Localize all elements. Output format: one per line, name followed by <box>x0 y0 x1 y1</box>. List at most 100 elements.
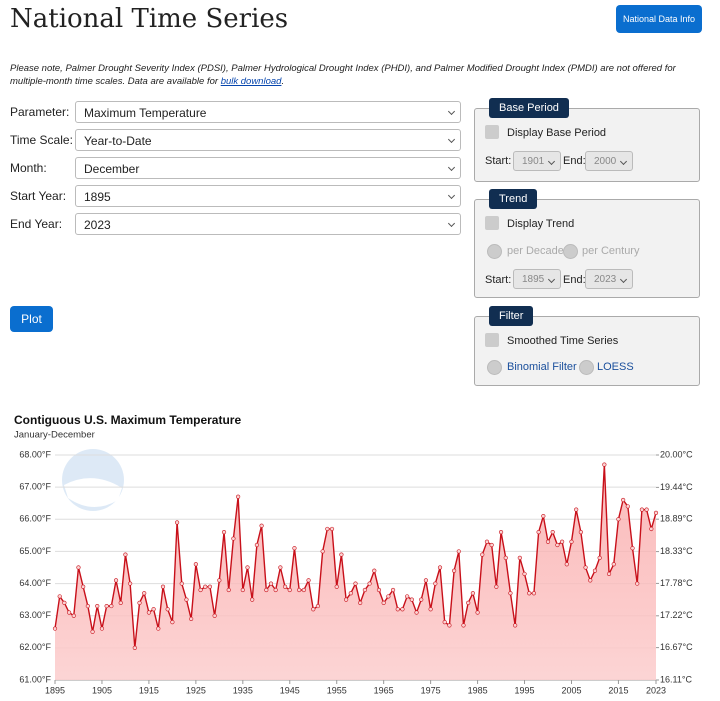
trend-box: Trend Display Trend per Decade per Centu… <box>474 189 700 298</box>
point <box>189 616 194 622</box>
chart-title: Contiguous U.S. Maximum Temperature <box>14 413 241 427</box>
checkbox-label: Smoothed Time Series <box>507 335 619 347</box>
point <box>611 562 616 567</box>
point <box>268 581 274 586</box>
y-tick-label: 66.00°F <box>19 514 51 524</box>
point <box>395 607 400 612</box>
y-tick-label: 68.00°F <box>19 449 51 459</box>
y-tick-label: 67.00°F <box>19 482 51 492</box>
point <box>348 591 353 596</box>
y2-tick-label: 16.67°C <box>660 642 693 652</box>
point <box>85 603 90 609</box>
field-label: End Year: <box>10 217 63 231</box>
radio[interactable] <box>579 360 594 375</box>
checkbox[interactable] <box>485 333 499 347</box>
point <box>156 626 161 631</box>
legend: Filter <box>489 306 534 326</box>
field-label: Start Year: <box>10 189 67 203</box>
point <box>428 607 433 612</box>
point <box>95 603 100 609</box>
point <box>66 610 72 615</box>
point <box>245 565 250 570</box>
note: Please note, Palmer Drought Severity Ind… <box>10 62 700 88</box>
x-tick-label: 1955 <box>327 685 347 695</box>
point <box>132 645 137 650</box>
start-select[interactable]: 1895 <box>513 269 561 289</box>
point <box>442 620 447 625</box>
y-tick-label: 62.00°F <box>19 642 51 652</box>
point <box>151 607 156 612</box>
point <box>386 594 391 599</box>
field-select[interactable]: 2023 <box>75 213 461 235</box>
field-select[interactable]: Maximum Temperature <box>75 101 461 123</box>
point <box>264 587 269 593</box>
filter-box: Filter Smoothed Time Series Binomial Fil… <box>474 306 700 386</box>
point <box>118 600 123 605</box>
checkbox[interactable] <box>485 216 499 230</box>
y2-tick-label: 18.33°C <box>660 546 693 556</box>
y-tick-label: 64.00°F <box>19 578 51 588</box>
point <box>400 607 405 612</box>
y2-tick-label: 17.22°C <box>660 610 693 620</box>
field-label: Time Scale: <box>10 133 73 147</box>
point <box>353 581 358 586</box>
page-title: National Time Series <box>10 4 289 34</box>
point <box>550 530 555 535</box>
point <box>174 520 180 525</box>
x-tick-label: 2023 <box>646 685 666 695</box>
start-select[interactable]: 1901 <box>513 151 561 171</box>
point <box>71 613 76 618</box>
end-select[interactable]: 2000 <box>585 151 633 171</box>
end-label: End: <box>563 155 586 167</box>
x-tick-label: 1965 <box>374 685 394 695</box>
y2-tick-label: 17.78°C <box>660 578 693 588</box>
legend: Trend <box>489 189 538 209</box>
point <box>466 600 471 605</box>
radio[interactable] <box>487 360 502 375</box>
field-select[interactable]: December <box>75 157 461 179</box>
point <box>625 504 630 509</box>
point <box>104 603 109 609</box>
radio[interactable] <box>563 244 578 259</box>
point <box>160 584 166 589</box>
point <box>639 507 645 512</box>
point <box>320 549 325 554</box>
point <box>113 578 119 583</box>
radio[interactable] <box>487 244 502 259</box>
point <box>644 507 649 512</box>
point <box>198 587 203 593</box>
point <box>592 568 598 573</box>
field-select[interactable]: Year-to-Date <box>75 129 461 151</box>
data-info-button[interactable]: National Data Info <box>616 5 702 33</box>
point <box>76 565 81 570</box>
point <box>503 555 508 560</box>
checkbox[interactable] <box>485 125 499 139</box>
x-tick-label: 1935 <box>233 685 253 695</box>
point <box>475 610 480 615</box>
point <box>653 510 659 515</box>
x-tick-label: 1895 <box>45 685 65 695</box>
point <box>381 600 386 605</box>
point <box>367 581 372 586</box>
point <box>409 597 414 602</box>
point <box>226 587 231 593</box>
point <box>231 536 236 541</box>
point <box>456 549 461 554</box>
point <box>90 629 95 634</box>
start-label: Start: <box>485 274 512 286</box>
point <box>52 626 58 631</box>
point <box>217 578 222 583</box>
point <box>221 530 227 535</box>
point <box>616 517 621 522</box>
point <box>569 539 574 544</box>
bulk-download-link[interactable]: bulk download <box>220 76 282 87</box>
radio-label: LOESS <box>597 361 634 373</box>
point <box>142 591 147 596</box>
point <box>489 542 494 548</box>
end-select[interactable]: 2023 <box>585 269 633 289</box>
field-select[interactable]: 1895 <box>75 185 461 207</box>
x-tick-label: 1925 <box>186 685 206 695</box>
plot-button[interactable]: Plot <box>10 306 53 332</box>
point <box>203 584 208 589</box>
